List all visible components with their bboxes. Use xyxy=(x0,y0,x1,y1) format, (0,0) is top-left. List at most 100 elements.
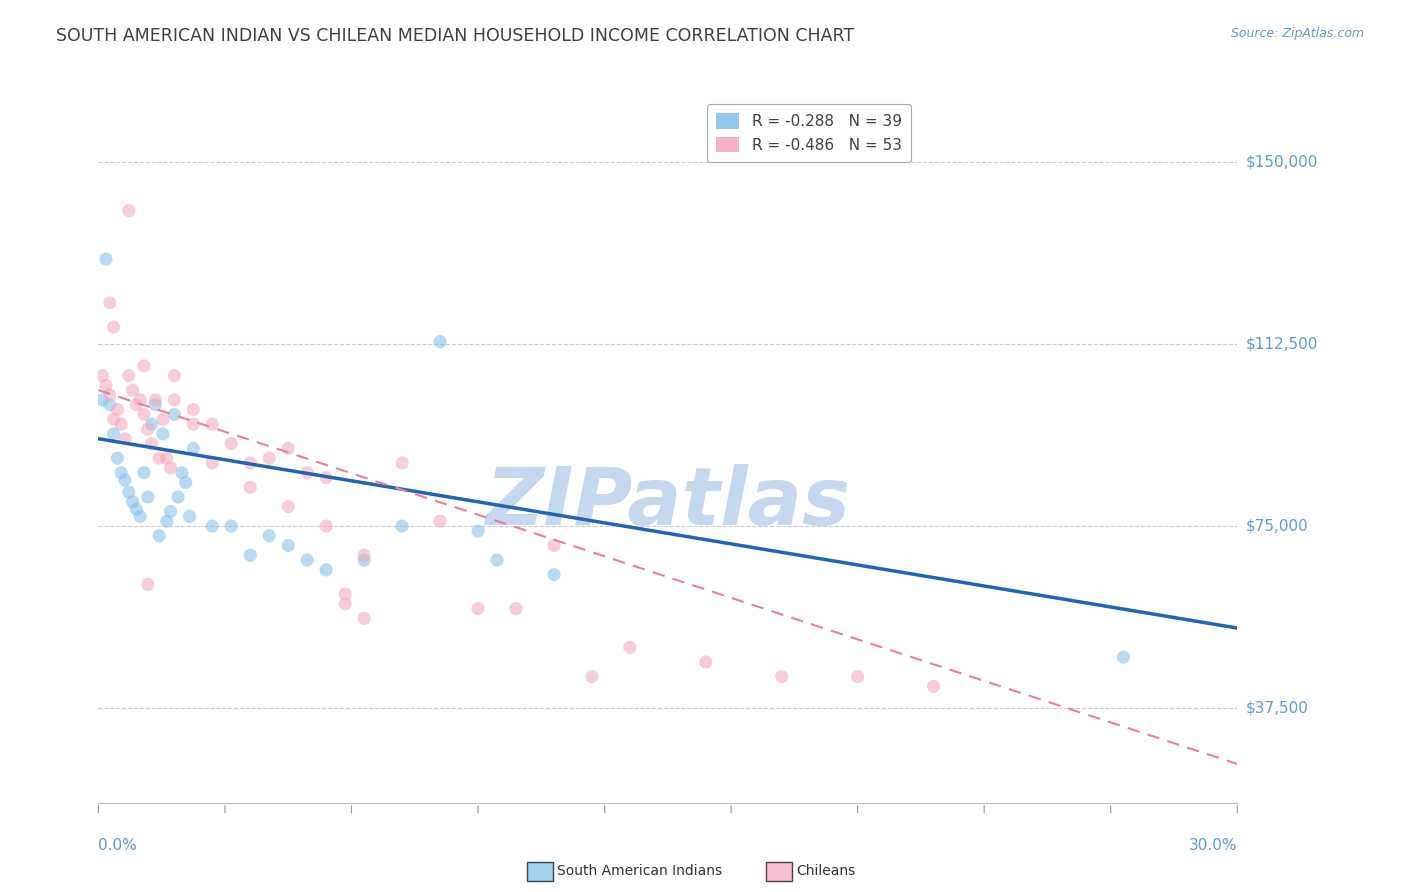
Point xyxy=(467,524,489,538)
Text: $112,500: $112,500 xyxy=(1246,336,1317,351)
Point xyxy=(239,456,262,470)
Point xyxy=(619,640,641,655)
Point xyxy=(136,490,159,504)
Point xyxy=(129,392,152,407)
Text: Source: ZipAtlas.com: Source: ZipAtlas.com xyxy=(1230,27,1364,40)
Point xyxy=(141,436,163,450)
Point xyxy=(353,611,375,625)
Point xyxy=(163,392,186,407)
Text: 0.0%: 0.0% xyxy=(98,838,138,854)
Point xyxy=(98,388,121,402)
Point xyxy=(239,480,262,494)
Point xyxy=(107,402,129,417)
Point xyxy=(132,359,155,373)
Point xyxy=(846,670,869,684)
Point xyxy=(159,460,181,475)
Text: $150,000: $150,000 xyxy=(1246,154,1317,169)
Point xyxy=(770,670,793,684)
Point xyxy=(91,368,114,383)
Point xyxy=(391,519,413,533)
Point xyxy=(505,601,527,615)
Text: ZIPatlas: ZIPatlas xyxy=(485,464,851,542)
Point xyxy=(118,368,141,383)
Point xyxy=(141,417,163,432)
Point xyxy=(156,514,179,528)
Point xyxy=(429,334,451,349)
Point xyxy=(98,398,121,412)
Text: $37,500: $37,500 xyxy=(1246,700,1309,715)
Point xyxy=(136,577,159,591)
Point xyxy=(174,475,197,490)
Point xyxy=(183,417,205,432)
Point xyxy=(353,548,375,562)
Point xyxy=(148,451,170,466)
Text: South American Indians: South American Indians xyxy=(557,864,721,879)
Point xyxy=(94,378,117,392)
Point xyxy=(110,466,132,480)
Text: $75,000: $75,000 xyxy=(1246,518,1309,533)
Point xyxy=(170,466,193,480)
Point xyxy=(91,392,114,407)
Point xyxy=(391,456,413,470)
Point xyxy=(259,451,281,466)
Point xyxy=(121,495,143,509)
Point xyxy=(132,466,155,480)
Point xyxy=(110,417,132,432)
Point xyxy=(125,502,148,516)
Point xyxy=(145,392,167,407)
Point xyxy=(132,408,155,422)
Point xyxy=(353,553,375,567)
Point xyxy=(201,456,224,470)
Point xyxy=(335,587,357,601)
Point xyxy=(163,368,186,383)
Point xyxy=(156,451,179,466)
Point xyxy=(335,597,357,611)
Point xyxy=(98,295,121,310)
Legend: R = -0.288   N = 39, R = -0.486   N = 53: R = -0.288 N = 39, R = -0.486 N = 53 xyxy=(707,104,911,162)
Point xyxy=(543,567,565,582)
Point xyxy=(121,383,143,397)
Point xyxy=(152,412,174,426)
Point xyxy=(277,442,299,456)
Point xyxy=(129,509,152,524)
Point xyxy=(315,519,337,533)
Point xyxy=(277,539,299,553)
Point xyxy=(118,485,141,500)
Point xyxy=(467,601,489,615)
Point xyxy=(179,509,201,524)
Point xyxy=(125,398,148,412)
Point xyxy=(163,408,186,422)
Point xyxy=(107,451,129,466)
Point xyxy=(183,402,205,417)
Point xyxy=(114,432,136,446)
Point xyxy=(922,679,945,693)
Point xyxy=(103,320,125,334)
Point xyxy=(277,500,299,514)
Point xyxy=(259,529,281,543)
Point xyxy=(315,470,337,484)
Point xyxy=(239,548,262,562)
Point xyxy=(167,490,190,504)
Text: Chileans: Chileans xyxy=(796,864,855,879)
Text: 30.0%: 30.0% xyxy=(1189,838,1237,854)
Point xyxy=(136,422,159,436)
Point xyxy=(297,553,319,567)
Point xyxy=(543,539,565,553)
Point xyxy=(145,398,167,412)
Point xyxy=(486,553,509,567)
Point xyxy=(297,466,319,480)
Point xyxy=(103,426,125,441)
Point xyxy=(315,563,337,577)
Point xyxy=(118,203,141,218)
Point xyxy=(581,670,603,684)
Point xyxy=(159,504,181,518)
Point xyxy=(695,655,717,669)
Point xyxy=(94,252,117,266)
Point xyxy=(221,519,243,533)
Point xyxy=(114,473,136,487)
Point xyxy=(201,519,224,533)
Point xyxy=(221,436,243,450)
Point xyxy=(1112,650,1135,665)
Point xyxy=(183,442,205,456)
Point xyxy=(152,426,174,441)
